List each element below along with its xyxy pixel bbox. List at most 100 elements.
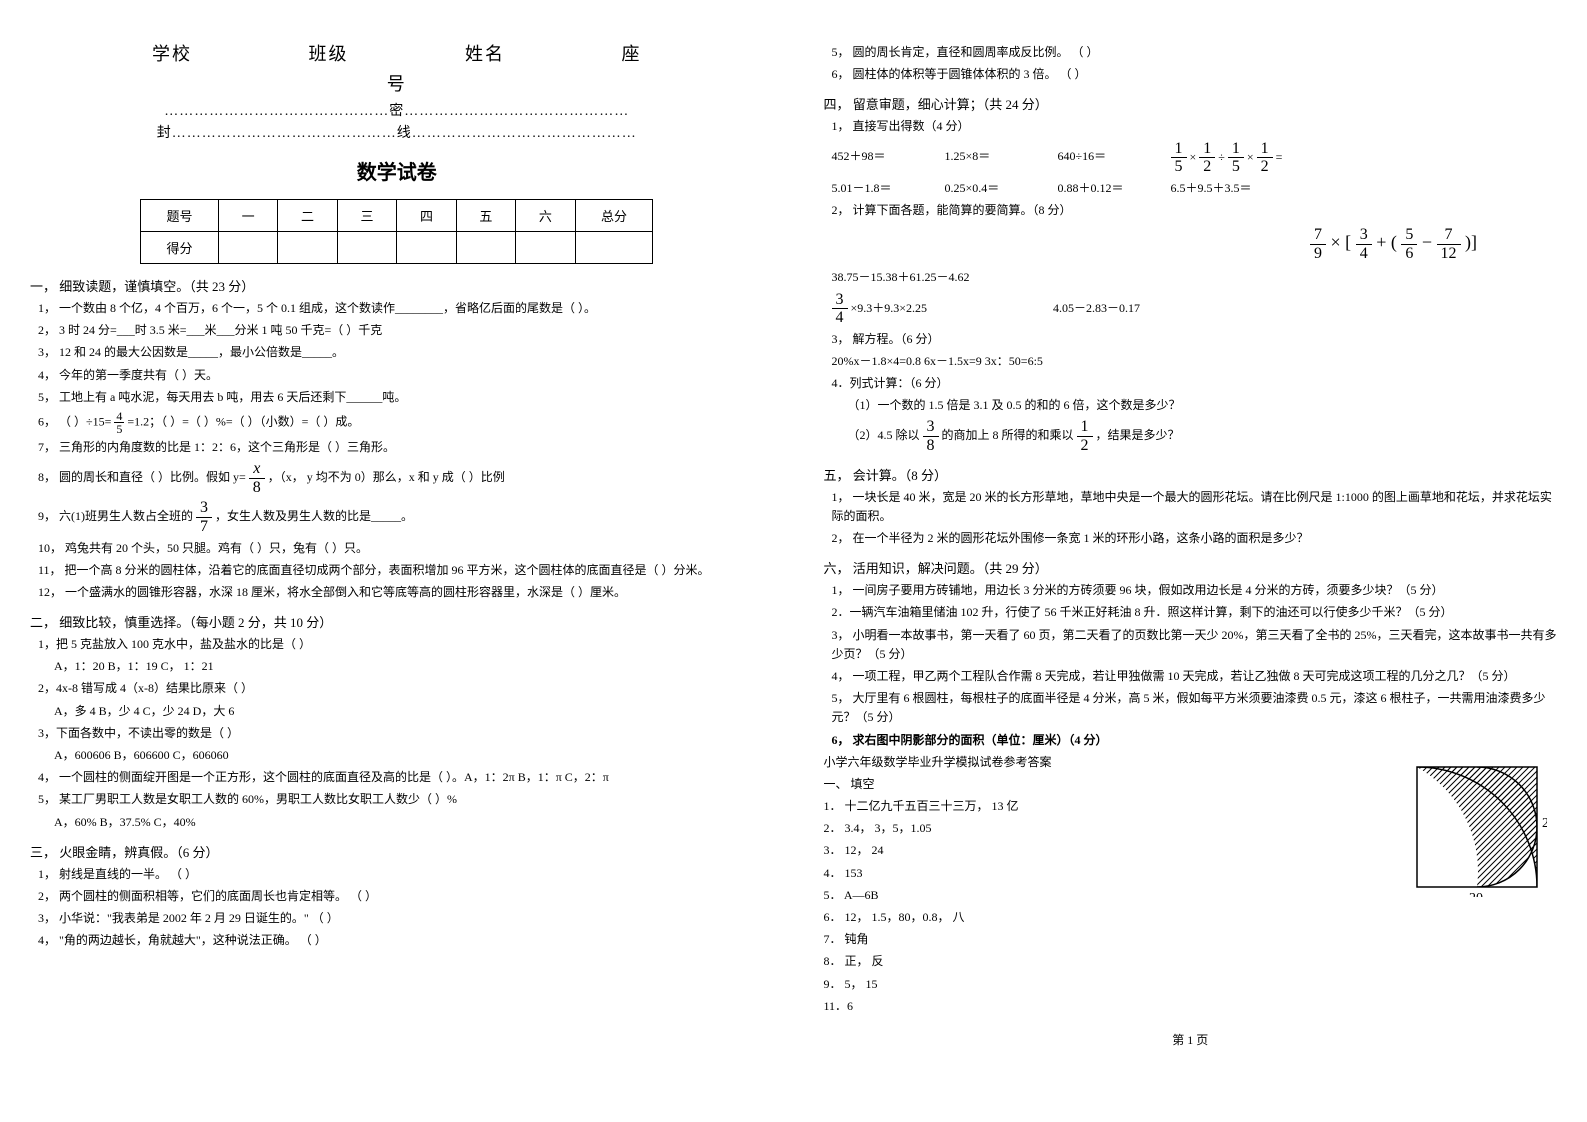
score-table: 题号 一 二 三 四 五 六 总分 得分 [140, 199, 653, 264]
s2q2o: A，多 4 B，少 4 C，少 24 D，大 6 [54, 702, 764, 721]
frac-4-5: 45 [114, 410, 124, 435]
s1q6a: 6， （ ）÷15= [38, 414, 114, 428]
s4q2: （2）4.5 除以 38 的商加上 8 所得的和乘以 12 ，结果是多少？ [848, 418, 1558, 454]
s2q1: 1，把 5 克盐放入 100 克水中，盐及盐水的比是（ ） [38, 635, 764, 654]
line-char: 线 [397, 126, 412, 141]
ans9: 9． 5， 15 [824, 975, 1558, 994]
f-3-4b: 34 [832, 291, 848, 327]
c1b: 1.25×8＝ [945, 147, 1055, 166]
s6q4: 4， 一项工程，甲乙两个工程队合作需 8 天完成，若让甲独做需 10 天完成，若… [832, 667, 1558, 686]
ans6: 6． 12， 1.5，80，0.8， 八 [824, 908, 1558, 927]
sec6-title: 六， 活用知识，解决问题。（共 29 分） [824, 558, 1558, 577]
sec1-title: 一， 细致读题，谨慎填空。（共 23 分） [30, 276, 764, 295]
th-1: 一 [218, 200, 277, 232]
score-value-row: 得分 [141, 232, 653, 264]
s4l3b: 4.05－2.83－0.17 [1053, 300, 1140, 314]
row-label: 得分 [141, 232, 219, 264]
cell-6 [516, 232, 575, 264]
seal-char: 封 [157, 126, 172, 141]
dotted-sealed: ………………………………………密……………………………………… [30, 100, 764, 120]
s3q1: 1， 射线是直线的一半。 （ ） [38, 865, 764, 884]
s2q3o: A，600606 B，606600 C，606060 [54, 746, 764, 765]
shaded-diagram: 20 20 [1407, 757, 1547, 901]
s2q4: 4， 一个圆柱的侧面绽开图是一个正方形，这个圆柱的底面直径及高的比是（ ）。A，… [38, 768, 764, 787]
s4l3: 34 ×9.3＋9.3×2.25 4.05－2.83－0.17 [832, 291, 1558, 327]
label-number-row: 号 [30, 70, 764, 96]
th-3: 三 [337, 200, 396, 232]
s4q2b: 的商加上 8 所得的和乘以 [942, 428, 1077, 442]
th-0: 题号 [141, 200, 219, 232]
frac-1-5a: 15 [1171, 140, 1187, 176]
s3q6: 6， 圆柱体的体积等于圆锥体体积的 3 倍。 （ ） [832, 65, 1558, 84]
big-formula: 79 × [ 34 + ( 56 − 712 )] [824, 226, 1478, 262]
c2b: 0.25×0.4＝ [945, 179, 1055, 198]
s1q12: 12， 一个盛满水的圆锥形容器，水深 18 厘米，将水全部倒入和它等底等高的圆柱… [38, 583, 764, 602]
s6q5: 5， 大厅里有 6 根圆柱，每根柱子的底面半径是 4 分米，高 5 米，假如每平… [832, 689, 1558, 727]
s3q5: 5， 圆的周长肯定，直径和圆周率成反比例。 （ ） [832, 43, 1558, 62]
s4q1: （1）一个数的 1.5 倍是 3.1 及 0.5 的和的 6 倍，这个数是多少？ [848, 396, 1558, 415]
sec5-title: 五， 会计算。（8 分） [824, 465, 1558, 484]
frac-1-2a: 12 [1199, 140, 1215, 176]
frac-1-5b: 15 [1228, 140, 1244, 176]
th-5: 五 [456, 200, 515, 232]
label-class: 班级 [309, 44, 349, 64]
label-school: 学校 [152, 44, 192, 64]
s6q1: 1， 一间房子要用方砖铺地，用边长 3 分米的方砖须要 96 块，假如改用边长是… [832, 581, 1558, 600]
dim-20-bottom: 20 [1469, 891, 1483, 897]
cell-2 [278, 232, 337, 264]
sec2-title: 二， 细致比较，慎重选择。（每小题 2 分，共 10 分） [30, 612, 764, 631]
s1q10: 10， 鸡兔共有 20 个头，50 只腿。鸡有（ ）只，兔有（ ）只。 [38, 539, 764, 558]
s1q8b: ，（x， y 均不为 0）那么，x 和 y 成（ ）比例 [268, 470, 505, 484]
s4q2a: （2）4.5 除以 [848, 428, 923, 442]
sealed-char: 密 [389, 104, 404, 119]
f-7-12: 712 [1437, 226, 1461, 262]
s2q5: 5， 某工厂男职工人数是女职工人数的 60%，男职工人数比女职工人数少（ ）% [38, 790, 764, 809]
s1q9: 9， 六(1)班男生人数占全班的 37 ，女生人数及男生人数的比是_____。 [38, 499, 764, 535]
label-number: 号 [387, 74, 407, 94]
s2q2: 2，4x-8 错写成 4（x-8）结果比原来（ ） [38, 679, 764, 698]
s2q3: 3，下面各数中，不读出零的数是（ ） [38, 724, 764, 743]
s1q1: 1， 一个数由 8 个亿，4 个百万，6 个一，5 个 0.1 组成，这个数读作… [38, 299, 764, 318]
cell-4 [397, 232, 456, 264]
page-footer: 第 1 页 [824, 1031, 1558, 1048]
right-page: 5， 圆的周长肯定，直径和圆周率成反比例。 （ ） 6， 圆柱体的体积等于圆锥体… [794, 0, 1587, 1088]
s3q3: 3， 小华说："我表弟是 2002 年 2 月 29 日诞生的。" （ ） [38, 909, 764, 928]
frac-x-8: x8 [249, 460, 265, 496]
label-name: 姓名 [465, 44, 505, 64]
c2a: 5.01－1.8＝ [832, 179, 942, 198]
s3q2: 2， 两个圆柱的侧面积相等，它们的底面周长也肯定相等。 （ ） [38, 887, 764, 906]
s1q8: 8， 圆的周长和直径（ ）比例。假如 y= x8 ，（x， y 均不为 0）那么… [38, 460, 764, 496]
s4l3t: ×9.3＋9.3×2.25 [851, 300, 928, 314]
label-seat: 座 [622, 44, 642, 64]
s2q5o: A，60% B，37.5% C，40% [54, 813, 764, 832]
s1q8a: 8， 圆的周长和直径（ ）比例。假如 y= [38, 470, 249, 484]
c2d: 6.5＋9.5＋3.5＝ [1171, 179, 1281, 198]
s4sub1: 1， 直接写出得数（4 分） [832, 117, 1558, 136]
s6q2: 2．一辆汽车油箱里储油 102 升，行使了 56 千米正好耗油 8 升．照这样计… [832, 603, 1558, 622]
s1q3: 3， 12 和 24 的最大公因数是_____，最小公倍数是_____。 [38, 343, 764, 362]
ans7: 7． 钝角 [824, 930, 1558, 949]
s4sub2: 2， 计算下面各题，能简算的要简算。（8 分） [832, 201, 1558, 220]
th-6: 六 [516, 200, 575, 232]
s5q2: 2， 在一个半径为 2 米的圆形花坛外围修一条宽 1 米的环形小路，这条小路的面… [832, 529, 1558, 548]
sec3-title: 三， 火眼金睛，辨真假。（6 分） [30, 842, 764, 861]
s1q6: 6， （ ）÷15= 45 =1.2；（ ）=（ ）%=（ ）（小数）=（ ）成… [38, 410, 764, 435]
calc-row-2: 5.01－1.8＝ 0.25×0.4＝ 0.88＋0.12＝ 6.5＋9.5＋3… [832, 179, 1558, 198]
c2c: 0.88＋0.12＝ [1058, 179, 1168, 198]
s4l1: 38.75－15.38＋61.25－4.62 [832, 268, 1558, 287]
f-3-4: 34 [1356, 226, 1372, 262]
th-7: 总分 [575, 200, 653, 232]
s3q4: 4， "角的两边越长，角就越大"，这种说法正确。 （ ） [38, 931, 764, 950]
f-3-8: 38 [923, 418, 939, 454]
exam-title: 数学试卷 [30, 156, 764, 185]
score-header-row: 题号 一 二 三 四 五 六 总分 [141, 200, 653, 232]
s4eq: 20%x－1.8×4=0.8 6x－1.5x=9 3x：50=6:5 [832, 352, 1558, 371]
s6q3: 3， 小明看一本故事书，第一天看了 60 页，第二天看了的页数比第一天少 20%… [832, 626, 1558, 664]
s1q6b: =1.2；（ ）=（ ）%=（ ）（小数）=（ ）成。 [127, 414, 359, 428]
s4sub4: 4．列式计算：（6 分） [832, 374, 1558, 393]
s1q2: 2， 3 时 24 分=___时 3.5 米=___米___分米 1 吨 50 … [38, 321, 764, 340]
sec4-title: 四， 留意审题，细心计算；（共 24 分） [824, 94, 1558, 113]
dim-20-right: 20 [1542, 816, 1547, 831]
s1q5: 5， 工地上有 a 吨水泥，每天用去 b 吨，用去 6 天后还剩下______吨… [38, 388, 764, 407]
cell-5 [456, 232, 515, 264]
